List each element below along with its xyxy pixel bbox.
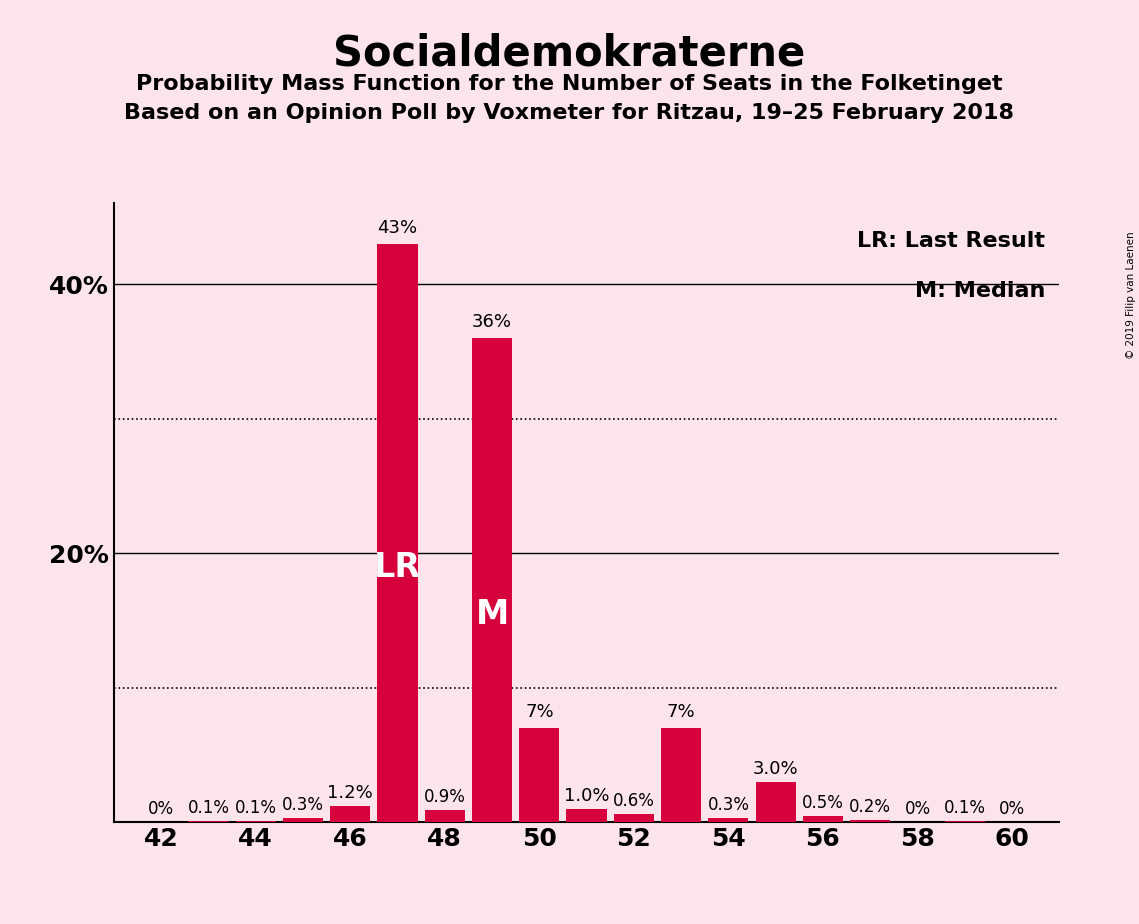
Bar (472, 338, 513, 822)
Bar (236, 821, 276, 822)
Bar (803, 816, 843, 822)
Bar (850, 820, 891, 822)
Text: 0.3%: 0.3% (282, 796, 323, 814)
Text: 0.1%: 0.1% (235, 799, 277, 817)
Text: 0.9%: 0.9% (424, 788, 466, 807)
Text: 0.3%: 0.3% (707, 796, 749, 814)
Bar (566, 808, 607, 822)
Bar (188, 821, 229, 822)
Bar (425, 810, 465, 822)
Text: M: Median: M: Median (915, 281, 1046, 300)
Text: 43%: 43% (377, 219, 418, 237)
Text: © 2019 Filip van Laenen: © 2019 Filip van Laenen (1125, 231, 1136, 359)
Text: LR: LR (374, 552, 421, 584)
Bar (519, 728, 559, 822)
Text: 1.2%: 1.2% (327, 784, 374, 802)
Text: 0.2%: 0.2% (850, 797, 891, 816)
Text: 0%: 0% (999, 799, 1025, 818)
Text: 0%: 0% (148, 799, 174, 818)
Text: 0.5%: 0.5% (802, 794, 844, 811)
Bar (755, 782, 796, 822)
Text: 0%: 0% (904, 799, 931, 818)
Text: 36%: 36% (472, 313, 513, 331)
Text: 7%: 7% (666, 703, 696, 722)
Text: Based on an Opinion Poll by Voxmeter for Ritzau, 19–25 February 2018: Based on an Opinion Poll by Voxmeter for… (124, 103, 1015, 124)
Bar (614, 814, 654, 822)
Bar (330, 807, 370, 822)
Text: M: M (475, 598, 509, 630)
Bar (708, 819, 748, 822)
Text: 0.6%: 0.6% (613, 792, 655, 810)
Text: 7%: 7% (525, 703, 554, 722)
Text: LR: Last Result: LR: Last Result (857, 231, 1046, 251)
Text: Socialdemokraterne: Socialdemokraterne (334, 32, 805, 74)
Bar (377, 244, 418, 822)
Bar (944, 821, 985, 822)
Text: 0.1%: 0.1% (944, 799, 985, 817)
Text: Probability Mass Function for the Number of Seats in the Folketinget: Probability Mass Function for the Number… (137, 74, 1002, 94)
Bar (661, 728, 702, 822)
Text: 1.0%: 1.0% (564, 787, 609, 805)
Text: 3.0%: 3.0% (753, 760, 798, 778)
Text: 0.1%: 0.1% (188, 799, 229, 817)
Bar (282, 819, 323, 822)
